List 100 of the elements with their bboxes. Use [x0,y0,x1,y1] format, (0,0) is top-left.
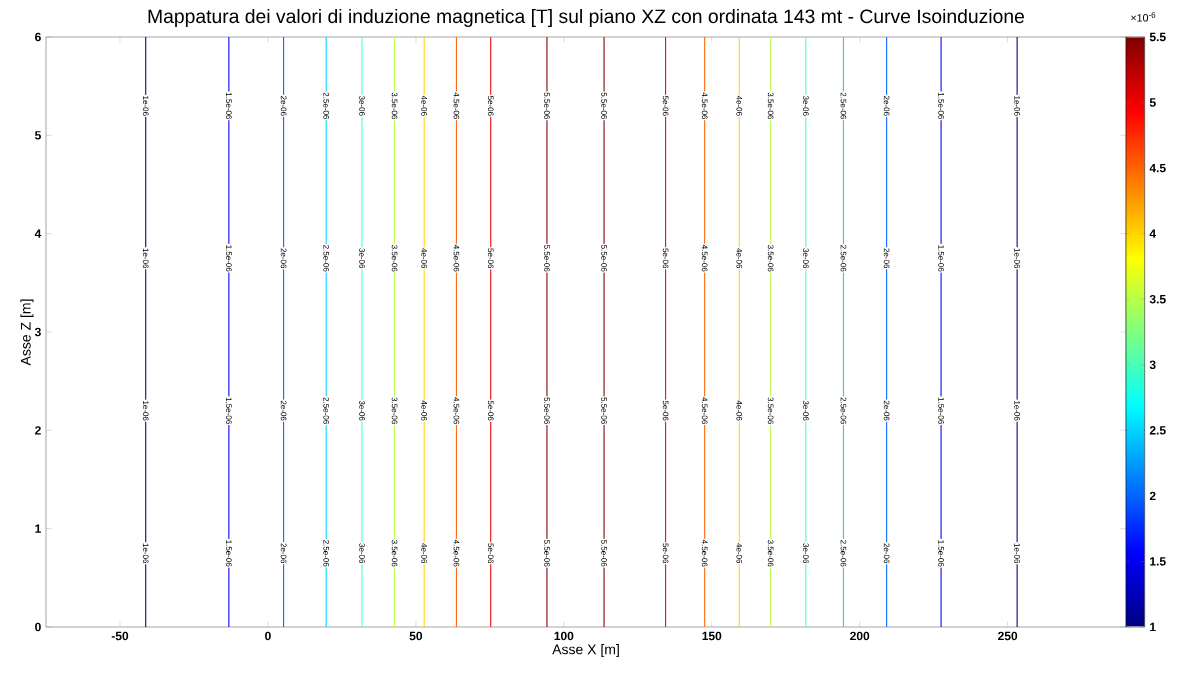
text: 2e-06 [280,400,287,421]
text: 2.5e-06 [840,397,847,424]
text: 1.5e-06 [226,540,232,567]
text: 3e-06 [359,95,365,116]
color-bar-label: 1 [1150,622,1156,632]
text: 1e-06 [142,96,149,116]
text: 2e-06 [883,248,890,269]
text: 5.5e-06 [544,244,550,272]
y-tick-label: 6 [35,32,41,42]
color-bar-label: 3.5 [1149,294,1166,304]
y-tick-label: 1 [35,524,41,533]
y-tick-label: 4 [34,229,42,238]
text: 4e-06 [421,400,427,421]
text: 4.5e-06 [453,397,460,424]
text: 3.5e-06 [391,244,398,272]
text: 3e-06 [359,248,365,269]
text: 2.5e-06 [323,245,330,272]
text: 4e-06 [736,248,743,269]
color-bar-label: 2 [1149,491,1156,501]
text: 5e-06 [662,95,669,116]
text: 4.5e-06 [453,244,460,272]
y-axis-title: Asse Z [m] [20,299,34,366]
text: 3.5e-06 [767,539,774,567]
text: 1e-06 [1014,543,1020,564]
text: 5e-06 [487,248,494,269]
text: 1e-06 [142,543,149,564]
text: 1.5e-06 [938,245,944,272]
text: 2e-06 [280,248,287,269]
text: 4e-06 [421,248,427,269]
text: 3e-06 [359,400,365,421]
color-bar-label: 5 [1149,98,1156,107]
text: 5.5e-06 [601,92,607,120]
text: 4e-06 [421,95,427,116]
chart-title: Mappatura dei valori di induzione magnetica [T] sul piano XZ con ordinata 143 mt - Curve Isoinduzione [148,8,1024,27]
text: 3.5e-06 [391,92,398,120]
text: 4.5e-06 [453,539,460,567]
y-tick-label: 3 [34,327,41,337]
color-bar-label: 2.5 [1149,426,1166,435]
color-bar-label: 1.5 [1150,557,1166,566]
text: 3e-06 [359,543,365,564]
text: 4e-06 [736,95,743,116]
text: 5.5e-06 [601,539,607,567]
text: 1.5e-06 [938,92,944,120]
color-bar-title: ×10$^{-6}$ [1131,12,1156,22]
text: 2.5e-06 [323,397,330,424]
x-tick-label: 0 [265,631,271,641]
text: 2e-06 [883,400,890,421]
text: 5e-06 [487,95,494,116]
color-bar-label: 3 [1149,360,1156,370]
x-tick-label: 200 [850,631,870,641]
text: 4e-06 [421,543,427,564]
text: 2.5e-06 [840,540,847,567]
text: 2.5e-06 [840,92,847,120]
text: 5e-06 [662,248,669,269]
text: 3.5e-06 [767,244,774,272]
text: 3.5e-06 [767,397,774,424]
text: 1.5e-06 [226,92,232,120]
x-tick-label: 50 [409,631,423,641]
text: 4e-06 [736,543,743,564]
text: 3.5e-06 [391,397,398,424]
text: 1e-06 [1014,401,1020,421]
text: 1e-06 [142,401,149,421]
text: 1.5e-06 [938,397,944,424]
x-tick-label: 150 [702,631,722,641]
text: 2.5e-06 [323,92,330,120]
text: 5e-06 [662,400,669,421]
text: 1e-06 [142,248,149,269]
text: 5e-06 [487,543,494,564]
text: 3e-06 [803,400,809,421]
x-axis-title: Asse X [m] [552,644,619,658]
text: 1e-06 [1014,248,1020,269]
text: 2.5e-06 [323,540,330,567]
text: 4.5e-06 [453,92,460,120]
text: 2.5e-06 [840,245,847,272]
color-bar-label: 5.5 [1149,32,1166,42]
text: 4.5e-06 [701,244,708,272]
text: 4.5e-06 [701,92,708,120]
text: 3e-06 [803,95,809,116]
text: 4.5e-06 [701,397,708,424]
text: 3e-06 [803,543,809,564]
text: 5.5e-06 [544,539,550,567]
text: 2e-06 [883,543,890,564]
y-tick-label: 5 [35,131,41,140]
text: 4e-06 [736,400,743,421]
text: 3.5e-06 [767,92,774,120]
text: 4.5e-06 [701,539,708,567]
text: 3e-06 [803,248,809,269]
text: 5.5e-06 [544,92,550,120]
text: 3.5e-06 [391,539,398,567]
text: 1.5e-06 [226,245,232,272]
text: 5e-06 [487,400,494,421]
text: 1e-06 [1014,96,1020,116]
color-bar-label: 4.5 [1149,163,1166,173]
y-tick-label: 0 [35,622,41,632]
text: 2e-06 [883,96,890,116]
text: 5.5e-06 [544,397,550,424]
text: 5.5e-06 [601,397,607,424]
x-tick-label: -50 [111,631,129,641]
text: 5.5e-06 [601,244,607,272]
x-tick-label: 100 [554,631,574,641]
